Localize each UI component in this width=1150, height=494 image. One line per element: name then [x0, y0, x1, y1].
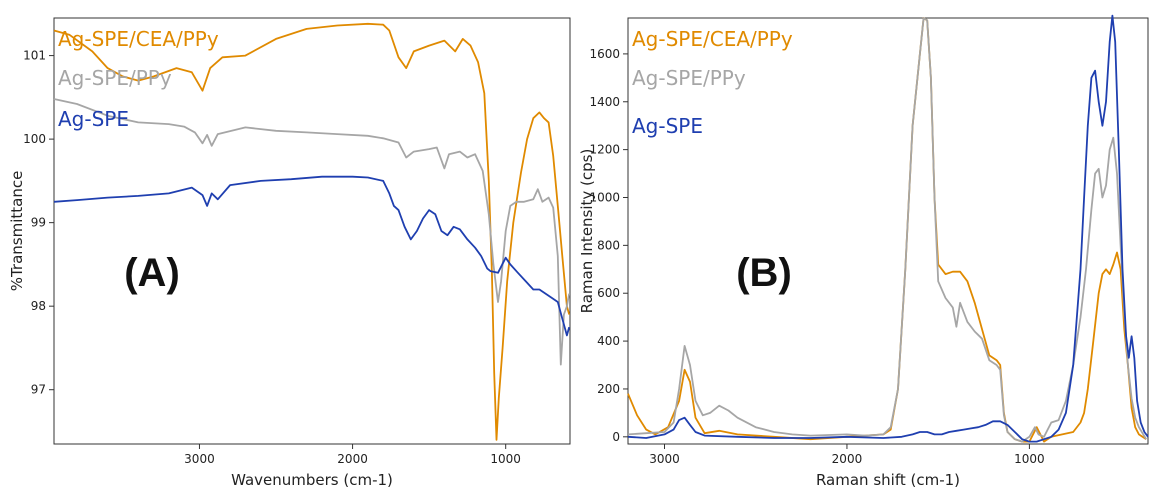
- panel-a-frame: [53, 17, 571, 445]
- panel-a-x-axis-label: Wavenumbers (cm-1): [231, 471, 393, 489]
- panel-a-y-axis-label: %Transmittance: [8, 171, 26, 292]
- panel-b-y-axis-label: Raman Intensity (cps): [578, 149, 596, 314]
- panel-a-plot: [53, 22, 571, 441]
- panel-b-y-tick-label: 1200: [589, 143, 620, 157]
- panel-a-x-tick-label: 3000: [184, 452, 215, 466]
- panel-b-x-axis-label: Raman shift (cm-1): [816, 471, 960, 489]
- panel-b-legend-spe: Ag-SPE: [632, 114, 703, 138]
- panel-b-series-line-2: [627, 14, 1149, 443]
- panel-b-x-tick-label: 1000: [1014, 452, 1045, 466]
- panel-a-legend-cea-ppy: Ag-SPE/CEA/PPy: [58, 27, 219, 51]
- panel-b-series-line-0: [627, 17, 1147, 443]
- panel-b-x-tick-label: 2000: [832, 452, 863, 466]
- panel-b-y-tick-label: 200: [597, 382, 620, 396]
- panel-b-plot: [627, 14, 1149, 443]
- panel-b-x-tick-label: 3000: [649, 452, 680, 466]
- panel-a-y-tick-label: 101: [23, 49, 46, 63]
- panel-b-y-tick-label: 400: [597, 334, 620, 348]
- panel-a-ticks: 3000 2000 1000 97 98 99 100 101: [23, 49, 521, 466]
- panel-b-ticks: 3000 2000 1000 0 200 400 600 800 1000 1200 1400 160…: [589, 47, 1044, 466]
- panel-b-series-line-1: [627, 17, 1147, 443]
- panel-a-label: (A): [124, 251, 180, 295]
- panel-b-y-tick-label: 600: [597, 286, 620, 300]
- panel-a-y-tick-label: 97: [31, 383, 46, 397]
- panel-a-x-tick-label: 1000: [490, 452, 521, 466]
- panel-a-series-line-1: [53, 98, 571, 366]
- panel-b-y-tick-label: 1000: [589, 190, 620, 204]
- panel-a-legend-spe: Ag-SPE: [58, 107, 129, 131]
- panel-b-legend-cea-ppy: Ag-SPE/CEA/PPy: [632, 27, 793, 51]
- panel-a-x-tick-label: 2000: [337, 452, 368, 466]
- panel-a-y-tick-label: 100: [23, 132, 46, 146]
- panel-b-legend-ppy: Ag-SPE/PPy: [632, 66, 746, 90]
- panel-a-legend-ppy: Ag-SPE/PPy: [58, 66, 172, 90]
- panel-a-y-tick-label: 98: [31, 299, 46, 313]
- panel-a-series-line-0: [53, 22, 571, 441]
- panel-b-y-tick-label: 1600: [589, 47, 620, 61]
- panel-a-y-tick-label: 99: [31, 216, 46, 230]
- panel-b-frame: [627, 17, 1149, 445]
- panel-b-y-tick-label: 0: [612, 430, 620, 444]
- panel-b-label: (B): [736, 251, 792, 295]
- panel-a-series-line-2: [53, 175, 571, 337]
- panel-b-y-tick-label: 800: [597, 238, 620, 252]
- panel-b-y-tick-label: 1400: [589, 95, 620, 109]
